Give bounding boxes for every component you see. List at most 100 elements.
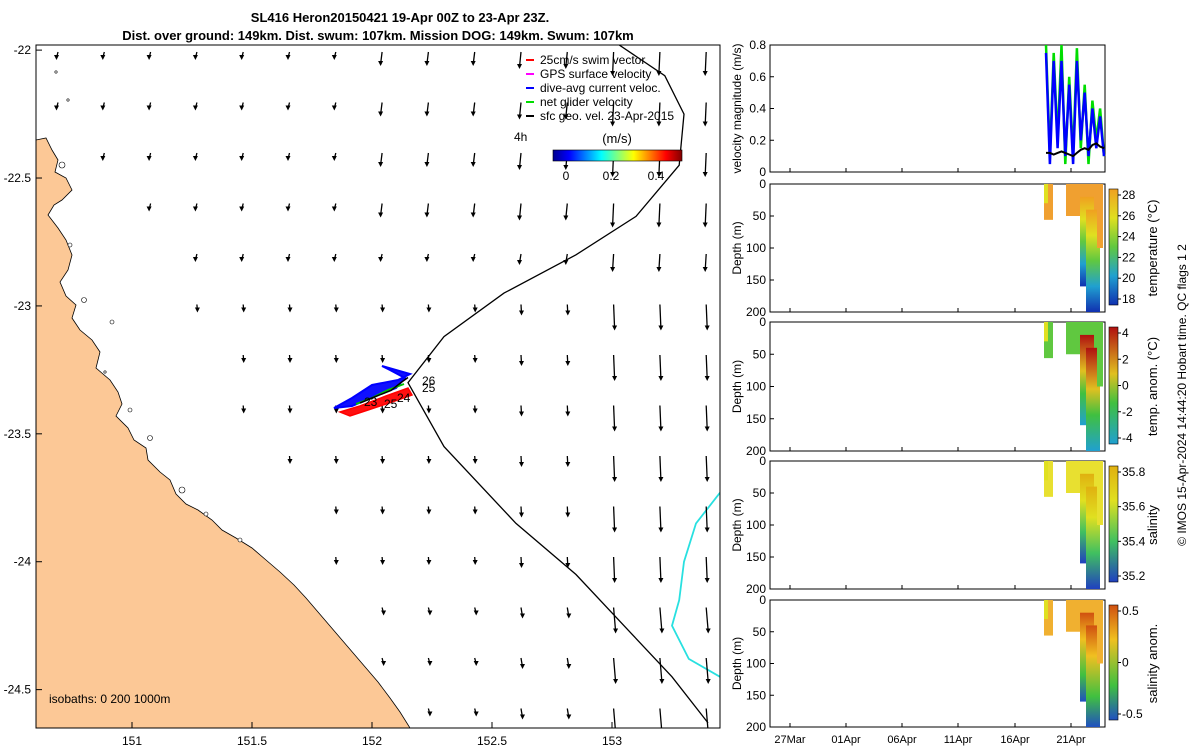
map-y-tick-label: -22	[14, 43, 32, 57]
panel-colorbar	[1108, 604, 1119, 721]
velocity-arrow	[563, 253, 569, 265]
velocity-arrow	[239, 203, 245, 212]
velocity-arrow	[610, 51, 616, 76]
velocity-arrow	[519, 455, 524, 467]
map-x-tick-label: 151.5	[237, 734, 267, 748]
velocity-arrow	[565, 506, 571, 518]
heatmap-profile-band	[1044, 184, 1048, 204]
sfc-velocity-arrow-field	[54, 51, 711, 728]
speed-colorbar	[552, 149, 683, 162]
velocity-arrow	[287, 455, 293, 464]
panel-y-tick-label: 50	[753, 625, 767, 639]
heatmap-profile-band	[1086, 625, 1100, 727]
panel-1: 0 50 100 150 200 Depth (m) 28 26 24 22 20 18 tempera…	[730, 177, 1160, 319]
title-line-1: SL416 Heron20150421 19-Apr 00Z to 23-Apr…	[251, 10, 549, 25]
map-y-tick-label: -24	[14, 555, 32, 569]
panel-y-tick-label: 0.6	[749, 70, 766, 84]
colorbar-tick-0: 0	[563, 169, 570, 183]
colorbar-tick-label: 26	[1122, 209, 1136, 223]
track-day-label-25b: 25	[384, 397, 398, 411]
velocity-arrow	[704, 304, 710, 331]
footer-credit: © IMOS 15-Apr-2024 14:44:20 Hobart time.…	[1175, 244, 1189, 546]
panel-axes-box	[769, 599, 1106, 728]
glider-track	[333, 365, 414, 417]
velocity-arrow	[100, 152, 106, 161]
map-panel: 26 25 24 23 25 151 151.5 152 152.5 153 -22-2…	[4, 43, 721, 748]
heatmap-profile-band	[1044, 322, 1048, 342]
velocity-arrow	[519, 354, 524, 366]
velocity-arrow	[426, 506, 432, 515]
velocity-arrow	[424, 51, 430, 66]
time-axis: 27Mar 01Apr 06Apr 11Apr 16Apr 21Apr	[774, 734, 1086, 746]
colorbar-tick-label: 35.2	[1122, 569, 1146, 583]
isobaths-label: isobaths: 0 200 1000m	[49, 692, 170, 706]
colorbar-tick-label: -2	[1122, 405, 1133, 419]
coastal-islands	[54, 70, 243, 543]
time-tick-label: 11Apr	[944, 734, 973, 746]
velocity-arrow	[517, 152, 522, 170]
velocity-arrow	[378, 253, 384, 262]
velocity-arrow	[54, 102, 59, 111]
velocity-arrow	[192, 102, 198, 111]
velocity-arrow	[100, 51, 106, 60]
time-tick-label: 27Mar	[774, 734, 806, 746]
panel-y-label: Depth (m)	[730, 360, 744, 413]
velocity-arrow	[192, 203, 198, 212]
velocity-arrow	[702, 203, 708, 228]
map-y-ticks: -22 -22.5 -23 -23.5 -24 -24.5	[4, 43, 42, 697]
panel-y-label: Depth (m)	[730, 498, 744, 551]
velocity-arrow	[565, 405, 571, 417]
velocity-arrow	[563, 203, 569, 221]
colorbar-tick-1: 0.2	[603, 169, 620, 183]
velocity-arrow	[566, 607, 572, 619]
map-y-tick-label: -23	[14, 299, 32, 313]
velocity-arrow	[426, 405, 432, 414]
velocity-arrow	[565, 354, 571, 366]
velocity-arrow	[239, 152, 245, 161]
velocity-arrow	[565, 455, 571, 467]
velocity-arrow	[705, 607, 711, 634]
velocity-arrow	[333, 556, 339, 565]
velocity-arrow	[241, 405, 247, 414]
velocity-arrow	[656, 253, 662, 272]
velocity-arrow	[472, 304, 478, 313]
velocity-arrow	[239, 253, 245, 262]
panel-y-tick-label: 100	[746, 518, 766, 532]
velocity-arrow	[331, 51, 337, 60]
panel-y-tick-label: 50	[753, 347, 767, 361]
velocity-arrow	[146, 102, 152, 111]
map-x-tick-label: 152.5	[477, 734, 507, 748]
velocity-arrow	[470, 102, 476, 117]
velocity-arrow	[287, 304, 293, 313]
panel-axes-box	[769, 460, 1106, 590]
velocity-arrow	[192, 253, 198, 262]
heatmap-profile-band	[1044, 600, 1053, 636]
panel-y-tick-label: 0	[759, 593, 766, 607]
velocity-arrow	[285, 102, 291, 111]
velocity-arrow	[380, 506, 386, 515]
velocity-arrow	[331, 152, 337, 161]
panel-y-tick-label: 100	[746, 657, 766, 671]
glider-track-line	[359, 376, 409, 404]
velocity-arrow	[239, 102, 245, 111]
velocity-arrow	[331, 102, 337, 111]
velocity-arrow	[333, 506, 339, 515]
dive-avg-current-vectors	[333, 365, 413, 409]
panel-colorbar	[1108, 465, 1119, 583]
velocity-arrow	[520, 708, 525, 720]
velocity-arrow	[704, 354, 710, 381]
heatmap-profile-band	[1044, 184, 1053, 220]
panel-y-tick-label: 150	[746, 688, 766, 702]
panel-y-label: Depth (m)	[730, 221, 744, 274]
map-y-tick-label: -23.5	[4, 427, 32, 441]
velocity-arrow	[473, 657, 479, 666]
velocity-arrow	[519, 304, 524, 316]
heatmap-profile-band	[1086, 209, 1100, 312]
velocity-arrow	[472, 405, 478, 414]
section-heatmap	[1044, 600, 1103, 727]
velocity-arrow	[659, 657, 665, 684]
velocity-arrow	[563, 102, 569, 120]
heatmap-profile-band	[1097, 322, 1103, 387]
velocity-series-line	[1044, 52, 1106, 165]
velocity-arrow	[378, 203, 384, 218]
